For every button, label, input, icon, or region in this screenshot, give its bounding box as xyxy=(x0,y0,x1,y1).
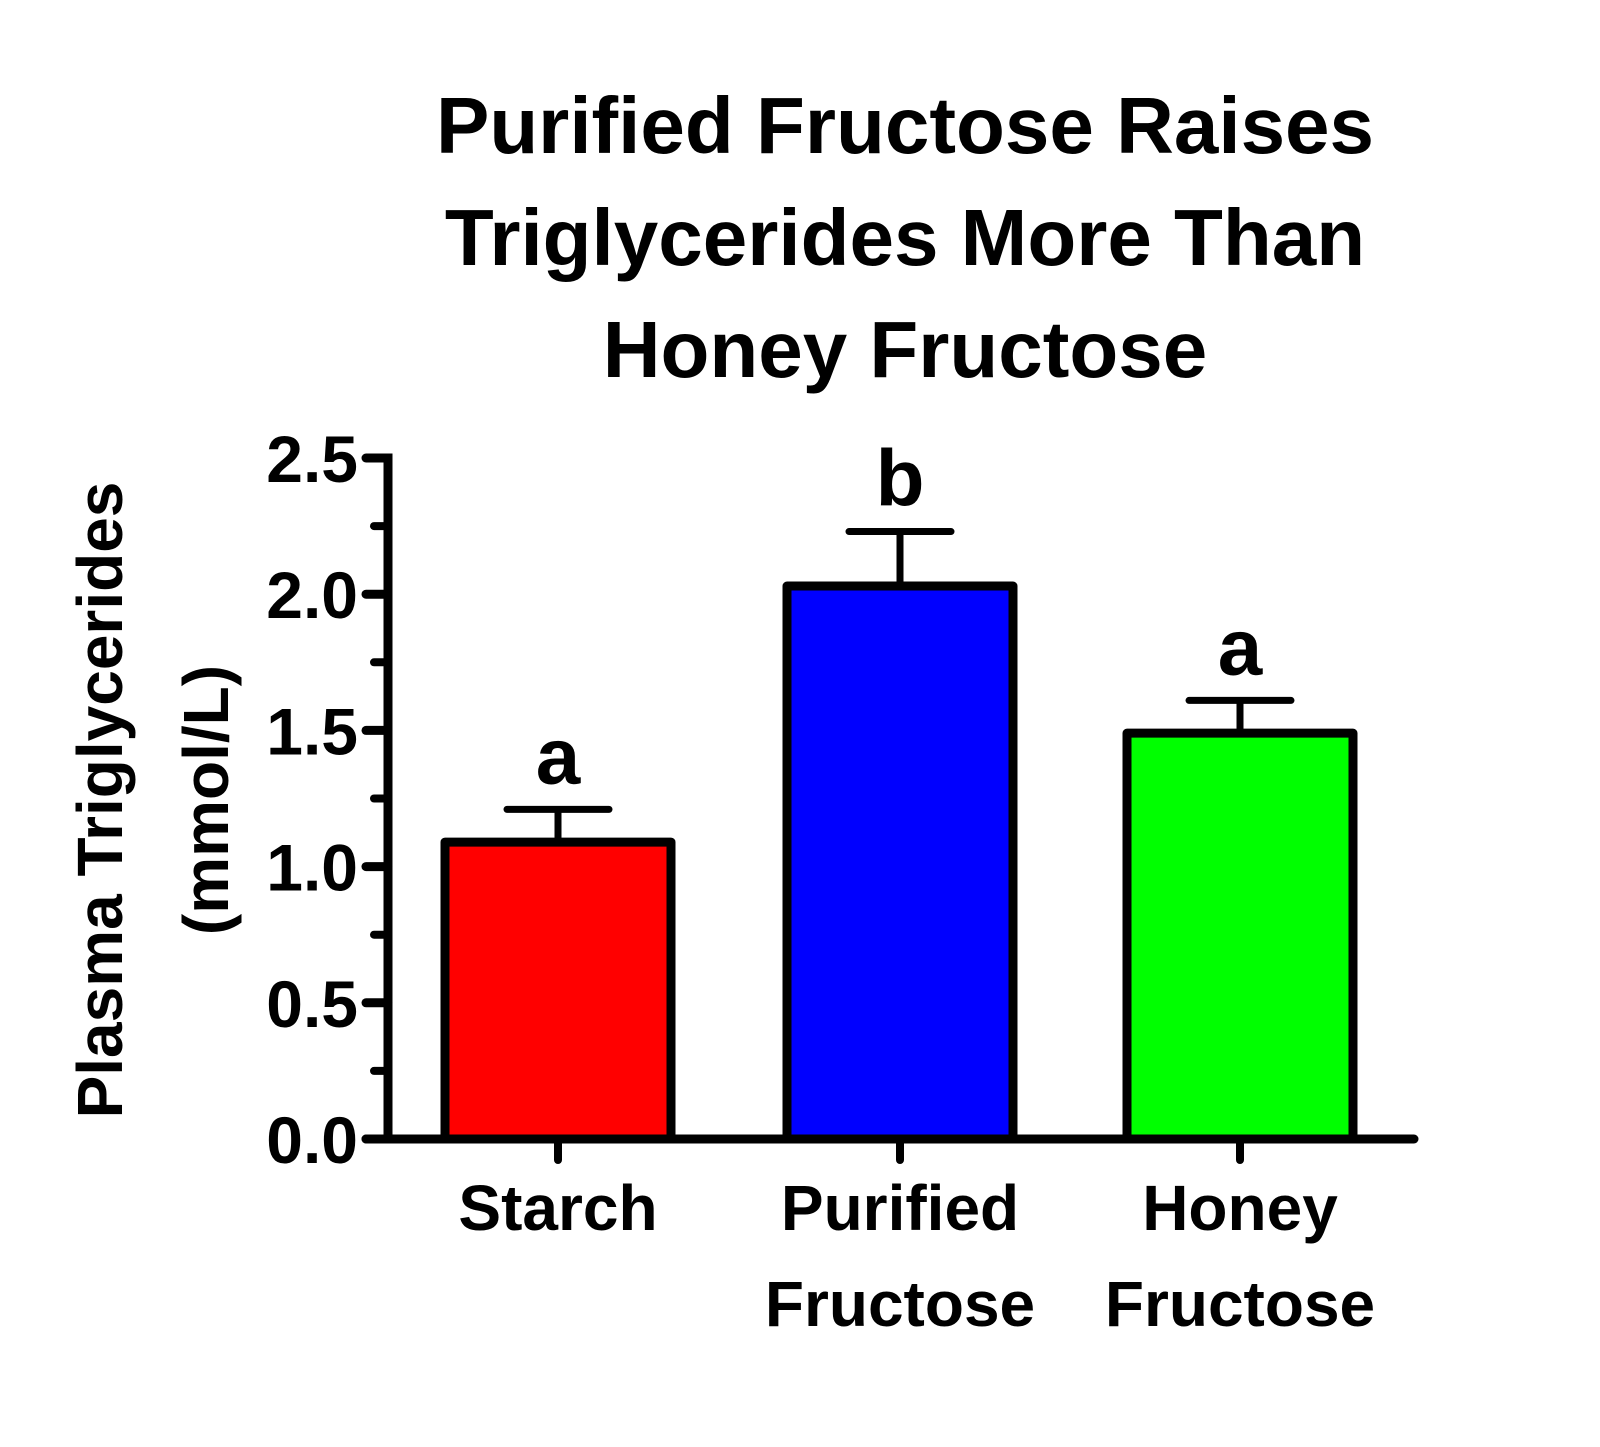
y-tick-label: 1.5 xyxy=(266,694,358,768)
chart-title: Purified Fructose Raises Triglycerides M… xyxy=(330,70,1480,406)
bar-group: b xyxy=(782,434,1018,1144)
x-axis: Starch Purified Fructose Honey Fructose xyxy=(361,1134,1419,1340)
y-axis-label: Plasma Triglycerides (mmol/L) xyxy=(64,482,242,1119)
bars: a b a xyxy=(440,434,1358,1144)
bar xyxy=(1122,728,1358,1144)
x-category-label: Fructose xyxy=(1105,1268,1375,1340)
y-tick-label: 2.0 xyxy=(266,558,358,632)
x-category-label: Starch xyxy=(458,1172,657,1244)
bar-group: a xyxy=(1122,602,1358,1144)
y-axis-label-line-1: Plasma Triglycerides xyxy=(64,482,136,1119)
title-line-2: Triglycerides More Than xyxy=(444,193,1366,282)
y-tick-label: 0.5 xyxy=(266,967,358,1041)
bar xyxy=(782,581,1018,1144)
y-tick-label: 0.0 xyxy=(266,1103,358,1177)
significance-letter: a xyxy=(1218,602,1263,691)
y-axis: 0.0 0.5 1.0 1.5 2.0 2.5 xyxy=(266,422,393,1177)
y-tick-label: 2.5 xyxy=(266,422,358,496)
x-category-label: Honey xyxy=(1142,1172,1338,1244)
title-line-1: Purified Fructose Raises xyxy=(435,81,1375,170)
significance-letter: a xyxy=(536,711,581,800)
title-line-3: Honey Fructose xyxy=(602,305,1208,394)
significance-letter: b xyxy=(876,434,925,523)
x-category-label: Purified xyxy=(781,1172,1019,1244)
bar-group: a xyxy=(440,711,676,1144)
y-axis-label-line-2: (mmol/L) xyxy=(170,665,242,935)
bar xyxy=(440,837,676,1144)
y-tick-label: 1.0 xyxy=(266,831,358,905)
x-category-label: Fructose xyxy=(765,1268,1035,1340)
